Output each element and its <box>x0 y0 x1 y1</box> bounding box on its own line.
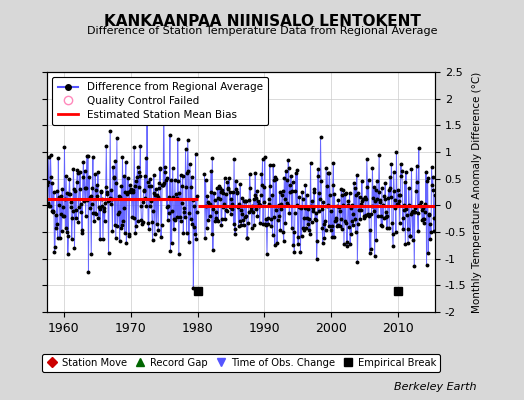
Text: Berkeley Earth: Berkeley Earth <box>395 382 477 392</box>
Y-axis label: Monthly Temperature Anomaly Difference (°C): Monthly Temperature Anomaly Difference (… <box>472 71 482 313</box>
Text: KANKAANPAA NIINISALO LENTOKENT: KANKAANPAA NIINISALO LENTOKENT <box>104 14 420 29</box>
Legend: Station Move, Record Gap, Time of Obs. Change, Empirical Break: Station Move, Record Gap, Time of Obs. C… <box>42 354 440 372</box>
Text: Difference of Station Temperature Data from Regional Average: Difference of Station Temperature Data f… <box>87 26 437 36</box>
